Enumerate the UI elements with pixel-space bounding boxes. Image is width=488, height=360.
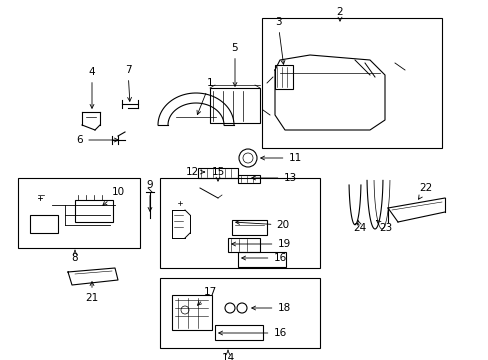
Bar: [75, 200, 113, 222]
Bar: [274, 65, 292, 89]
Text: 14: 14: [221, 350, 234, 360]
Bar: [160, 278, 319, 348]
Bar: [172, 295, 212, 330]
Bar: [238, 252, 285, 267]
Text: 10: 10: [102, 187, 124, 206]
Text: 21: 21: [85, 282, 99, 303]
Text: 13: 13: [251, 173, 296, 183]
Bar: [209, 88, 260, 123]
Text: 2: 2: [336, 7, 343, 21]
Text: 24: 24: [353, 220, 366, 233]
Bar: [238, 175, 260, 183]
Text: 23: 23: [376, 220, 392, 233]
Text: 16: 16: [218, 328, 286, 338]
Bar: [215, 325, 263, 340]
Text: 19: 19: [231, 239, 290, 249]
Text: 22: 22: [418, 183, 432, 199]
Text: 8: 8: [72, 250, 78, 263]
Bar: [262, 18, 441, 148]
Text: 4: 4: [88, 67, 95, 108]
Text: 3: 3: [274, 17, 285, 64]
Text: 7: 7: [124, 65, 131, 101]
Text: 20: 20: [235, 220, 289, 230]
Text: 12: 12: [185, 167, 204, 177]
Text: 9: 9: [146, 180, 153, 211]
Bar: [18, 178, 140, 248]
Text: 15: 15: [211, 167, 224, 181]
Text: 11: 11: [260, 153, 301, 163]
Bar: [231, 220, 266, 235]
Bar: [227, 238, 260, 252]
Text: 5: 5: [231, 43, 238, 86]
Text: 6: 6: [77, 135, 118, 145]
Text: 16: 16: [241, 253, 286, 263]
Bar: [160, 178, 319, 268]
Text: 18: 18: [251, 303, 290, 313]
Bar: [198, 168, 238, 178]
Bar: [30, 215, 58, 233]
Text: 1: 1: [197, 78, 213, 114]
Text: 17: 17: [197, 287, 216, 305]
